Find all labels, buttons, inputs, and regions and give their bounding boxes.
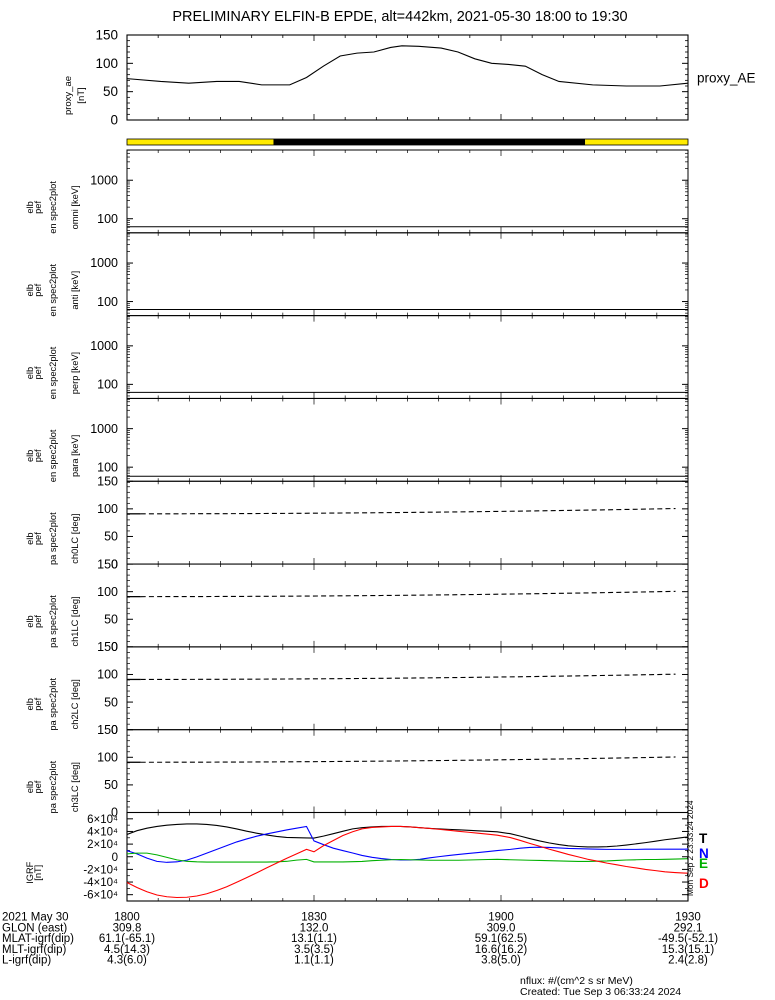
svg-text:ch2LC [deg]: ch2LC [deg] [70,679,80,729]
svg-text:-6×10⁴: -6×10⁴ [83,890,118,902]
svg-text:150: 150 [97,723,118,737]
svg-text:ch1LC [deg]: ch1LC [deg] [70,596,80,646]
svg-text:100: 100 [97,502,118,516]
svg-text:para [keV]: para [keV] [70,435,80,477]
svg-text:50: 50 [104,612,118,626]
svg-text:proxy_AE: proxy_AE [697,71,756,86]
svg-text:50: 50 [104,695,118,709]
svg-text:4×10⁴: 4×10⁴ [87,826,118,838]
svg-text:150: 150 [97,474,118,488]
svg-text:100: 100 [97,295,118,309]
svg-text:100: 100 [97,460,118,474]
svg-text:pa spec2plot: pa spec2plot [48,512,58,565]
svg-text:PRELIMINARY ELFIN-B EPDE, alt=: PRELIMINARY ELFIN-B EPDE, alt=442km, 202… [172,9,627,25]
svg-text:en spec2plot: en spec2plot [48,346,58,399]
svg-text:150: 150 [97,557,118,571]
svg-text:L-igrf(dip): L-igrf(dip) [2,955,51,967]
svg-text:pa spec2plot: pa spec2plot [48,595,58,648]
svg-text:pa spec2plot: pa spec2plot [48,678,58,731]
svg-text:-4×10⁴: -4×10⁴ [83,877,118,889]
svg-text:100: 100 [97,750,118,764]
svg-text:[nT]: [nT] [76,87,87,103]
svg-text:6×10⁴: 6×10⁴ [87,814,118,826]
svg-text:Created: Tue Sep 3 06:33:24 2: Created: Tue Sep 3 06:33:24 2024 [520,986,681,998]
svg-text:100: 100 [95,56,118,71]
svg-text:perp [keV]: perp [keV] [70,352,80,394]
svg-text:3.8(5.0): 3.8(5.0) [481,955,521,967]
svg-text:0: 0 [110,113,118,128]
svg-text:pa spec2plot: pa spec2plot [48,760,58,813]
svg-text:100: 100 [97,378,118,392]
svg-text:Mon Sep 2 23:33:24 2024: Mon Sep 2 23:33:24 2024 [685,800,695,896]
svg-text:1000: 1000 [90,339,118,353]
svg-text:50: 50 [104,778,118,792]
svg-text:pef: pef [33,780,43,793]
svg-text:pef: pef [33,201,43,214]
svg-text:50: 50 [103,84,118,99]
svg-text:pef: pef [33,283,43,296]
svg-text:1000: 1000 [90,256,118,270]
svg-text:50: 50 [104,530,118,544]
svg-text:ch0LC [deg]: ch0LC [deg] [70,514,80,564]
svg-text:pef: pef [33,697,43,710]
svg-text:-2×10⁴: -2×10⁴ [83,864,118,876]
svg-text:en spec2plot: en spec2plot [48,181,58,234]
svg-text:pef: pef [33,615,43,628]
svg-text:1000: 1000 [90,173,118,187]
svg-text:omni [keV]: omni [keV] [70,185,80,229]
svg-text:T: T [699,831,708,846]
svg-text:E: E [699,856,708,871]
svg-text:100: 100 [97,212,118,226]
svg-text:pef: pef [33,449,43,462]
svg-text:0: 0 [112,852,118,864]
svg-text:4.3(6.0): 4.3(6.0) [107,955,147,967]
svg-text:150: 150 [97,640,118,654]
svg-text:100: 100 [97,585,118,599]
svg-text:ch3LC [deg]: ch3LC [deg] [70,762,80,812]
svg-text:en spec2plot: en spec2plot [48,263,58,316]
svg-text:100: 100 [97,668,118,682]
svg-text:2×10⁴: 2×10⁴ [87,839,118,851]
svg-text:1.1(1.1): 1.1(1.1) [294,955,334,967]
svg-text:2.4(2.8): 2.4(2.8) [668,955,708,967]
svg-text:1000: 1000 [90,422,118,436]
svg-text:proxy_ae: proxy_ae [63,76,74,115]
svg-text:pef: pef [33,532,43,545]
svg-text:pef: pef [33,366,43,379]
svg-text:[nT]: [nT] [33,865,43,881]
svg-text:D: D [699,876,709,891]
svg-text:150: 150 [95,28,118,43]
svg-text:en spec2plot: en spec2plot [48,429,58,482]
svg-text:anti [keV]: anti [keV] [70,271,80,310]
